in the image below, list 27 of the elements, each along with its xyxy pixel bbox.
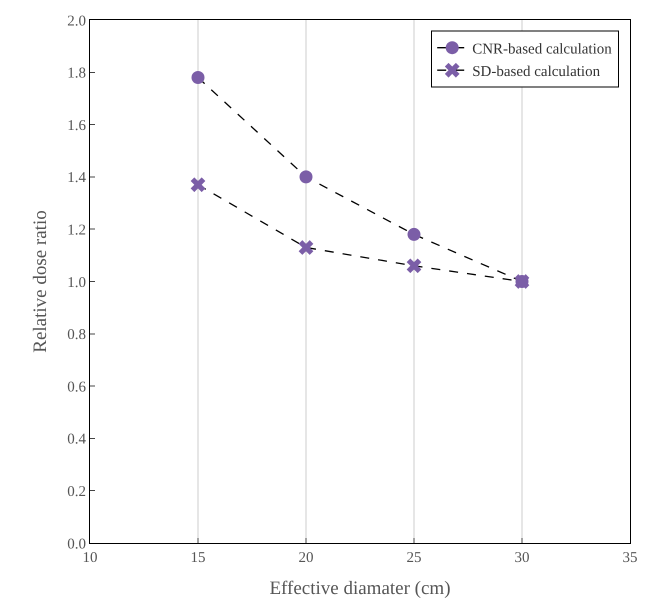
y-tick-label: 1.6: [67, 118, 86, 134]
x-tick-label: 20: [298, 550, 314, 566]
y-tick-label: 0.0: [67, 536, 86, 552]
legend-label: SD-based calculation: [472, 64, 601, 80]
legend-label: CNR-based calculation: [472, 42, 612, 58]
y-axis-title: Relative dose ratio: [30, 210, 52, 353]
x-tick-label: 15: [190, 550, 206, 566]
y-tick-label: 0.6: [67, 379, 86, 396]
x-tick-label: 35: [622, 550, 638, 566]
y-tick-label: 1.2: [67, 222, 86, 238]
point: [190, 177, 206, 192]
x-tick-label: 25: [406, 550, 422, 566]
point: [406, 258, 422, 274]
point: [298, 240, 314, 255]
y-tick-label: 0.4: [67, 432, 86, 448]
y-tick-label: 1.8: [67, 66, 86, 82]
point: [300, 170, 312, 184]
y-tick-label: 1.0: [67, 274, 86, 291]
x-tick-label: 30: [514, 550, 530, 566]
x-tick-label: 10: [82, 550, 98, 566]
y-tick-label: 1.4: [67, 170, 86, 186]
y-tick-label: 0.2: [67, 484, 86, 500]
y-tick-label: 2.0: [67, 13, 86, 30]
point: [192, 71, 204, 84]
point: [408, 228, 420, 241]
x-axis-title: Effective diamater (cm): [269, 578, 451, 599]
y-tick-label: 0.8: [67, 327, 86, 344]
